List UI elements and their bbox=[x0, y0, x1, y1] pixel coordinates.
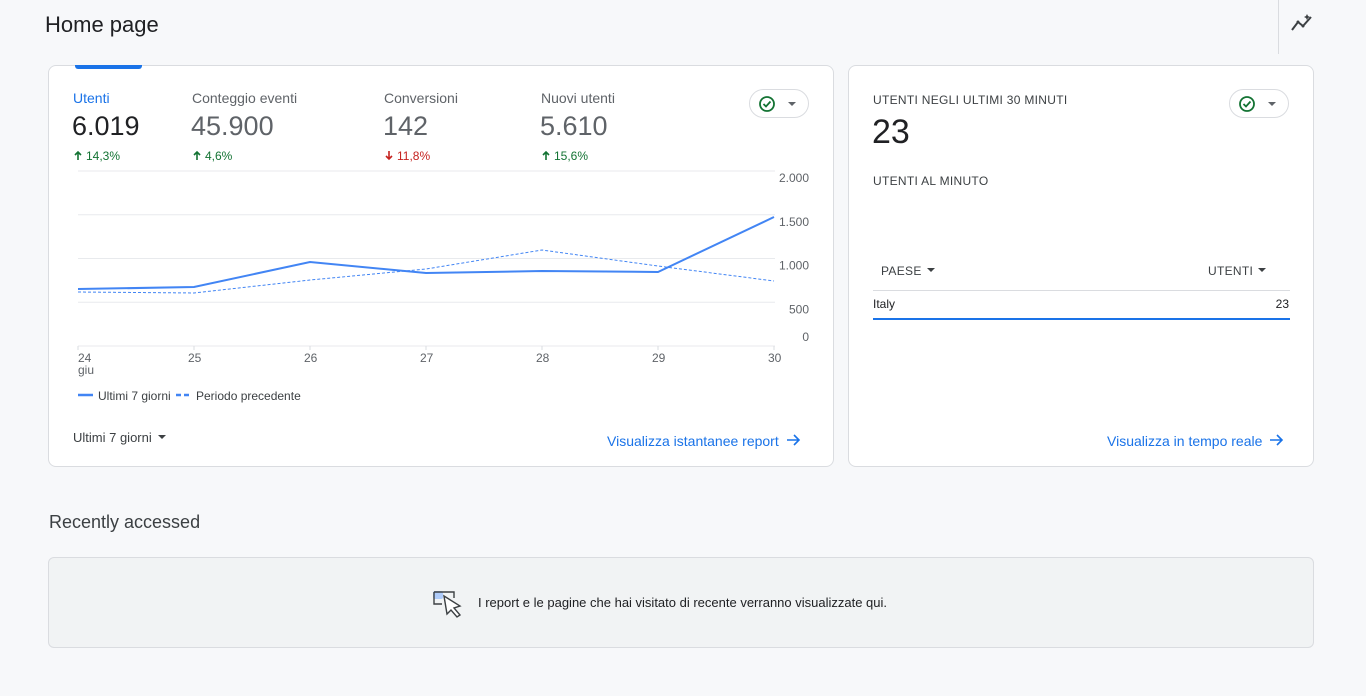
compare-icon bbox=[759, 96, 796, 112]
table-cell: Italy bbox=[873, 297, 896, 311]
change-text: 11,8% bbox=[397, 149, 431, 163]
table-header[interactable]: UTENTI bbox=[1208, 264, 1270, 278]
caret bbox=[1258, 268, 1267, 272]
trend-arrow bbox=[193, 150, 201, 160]
compare-button[interactable] bbox=[1229, 89, 1289, 118]
legend-swatch bbox=[176, 393, 191, 397]
trend-arrow bbox=[542, 150, 550, 160]
legend-swatch bbox=[78, 393, 93, 397]
x-tick-label: 28 bbox=[536, 351, 550, 365]
period-label: Ultimi 7 giorni bbox=[73, 430, 152, 445]
page-title: Home page bbox=[45, 12, 159, 37]
metric-label: Nuovi utenti bbox=[541, 90, 615, 106]
recent-message: I report e le pagine che hai visitato di… bbox=[478, 595, 888, 610]
legend-label: Ultimi 7 giorni bbox=[98, 389, 171, 403]
table-header[interactable]: PAESE bbox=[881, 264, 939, 278]
overview-card bbox=[48, 65, 834, 467]
active-tab-indicator bbox=[75, 65, 142, 69]
divider bbox=[1278, 0, 1279, 54]
x-tick-label: 27 bbox=[420, 351, 434, 365]
metric-value: 45.900 bbox=[191, 111, 274, 141]
recent-box bbox=[48, 557, 1314, 648]
realtime-link[interactable]: Visualizza in tempo reale bbox=[1107, 433, 1288, 449]
realtime-value: 23 bbox=[872, 113, 910, 151]
metric-value: 142 bbox=[383, 111, 429, 141]
insights-icon[interactable] bbox=[1290, 12, 1314, 34]
y-tick-label: 2.000 bbox=[779, 171, 809, 185]
metric-label: Conteggio eventi bbox=[192, 90, 298, 106]
y-tick-label: 1.000 bbox=[779, 259, 809, 273]
metric-change: 15,6% bbox=[541, 149, 588, 163]
cursor-icon bbox=[433, 591, 462, 618]
realtime-title: UTENTI NEGLI ULTIMI 30 MINUTI bbox=[873, 93, 1068, 107]
table-cell: 23 bbox=[1275, 297, 1289, 311]
table-divider bbox=[873, 290, 1290, 291]
x-tick-label: 29 bbox=[652, 351, 666, 365]
report-link-text: Visualizza istantanee report bbox=[607, 433, 779, 449]
trend-arrow bbox=[74, 150, 82, 160]
section-title: Recently accessed bbox=[49, 512, 201, 532]
change-text: 15,6% bbox=[554, 149, 589, 163]
arrow-icon bbox=[1270, 434, 1284, 446]
arrow-icon bbox=[786, 434, 800, 446]
header-text: PAESE bbox=[881, 264, 922, 278]
legend-item: Periodo precedente bbox=[176, 389, 301, 403]
caret bbox=[157, 435, 166, 439]
caret bbox=[926, 268, 935, 272]
legend-label: Periodo precedente bbox=[196, 389, 301, 403]
change-text: 14,3% bbox=[86, 149, 121, 163]
x-tick-label: 26 bbox=[304, 351, 318, 365]
metric-value: 6.019 bbox=[72, 111, 140, 141]
metric-label: Conversioni bbox=[384, 90, 458, 106]
realtime-card bbox=[848, 65, 1314, 467]
arrow bbox=[542, 150, 550, 160]
change-text: 4,6% bbox=[205, 149, 233, 163]
series-line bbox=[77, 216, 775, 291]
x-tick-label: 30 bbox=[768, 351, 782, 365]
report-link[interactable]: Visualizza istantanee report bbox=[607, 433, 805, 449]
x-tick-label: 25 bbox=[188, 351, 202, 365]
realtime-link-text: Visualizza in tempo reale bbox=[1107, 433, 1263, 449]
series-line bbox=[77, 249, 775, 294]
y-tick-label: 0 bbox=[802, 330, 809, 344]
row-bar bbox=[873, 318, 1290, 320]
compare-button[interactable] bbox=[749, 89, 809, 118]
arrow bbox=[385, 151, 393, 161]
compare-icon bbox=[1239, 96, 1276, 112]
period-dropdown[interactable]: Ultimi 7 giorni bbox=[73, 430, 172, 445]
legend-item: Ultimi 7 giorni bbox=[78, 389, 171, 403]
metric-change: 4,6% bbox=[192, 149, 232, 163]
header-text: UTENTI bbox=[1208, 264, 1254, 278]
y-tick-label: 500 bbox=[789, 302, 809, 316]
metric-value: 5.610 bbox=[540, 111, 608, 141]
metric-label: Utenti bbox=[73, 90, 110, 106]
trend-arrow bbox=[385, 151, 393, 161]
y-tick-label: 1.500 bbox=[779, 215, 809, 229]
x-tick-label: 24 giu bbox=[78, 351, 95, 377]
arrow bbox=[74, 150, 82, 160]
bar-chart-title: UTENTI AL MINUTO bbox=[873, 174, 989, 188]
metric-change: 11,8% bbox=[384, 149, 430, 163]
arrow bbox=[193, 150, 201, 160]
metric-change: 14,3% bbox=[73, 149, 120, 163]
